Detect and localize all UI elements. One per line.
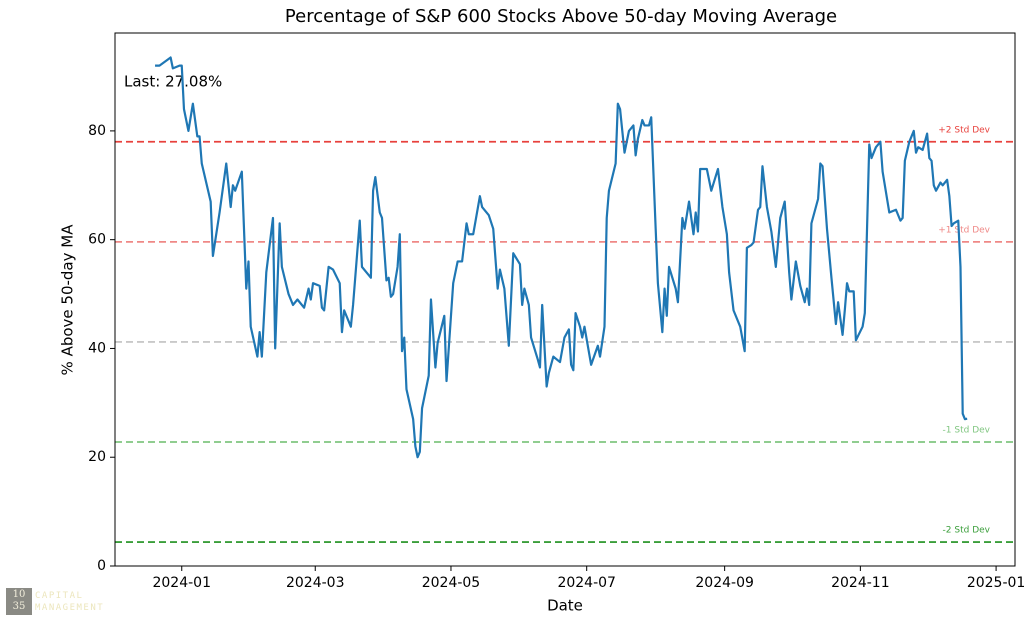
- logo-mark: 10 35: [6, 588, 32, 615]
- reference-label: +2 Std Dev: [938, 125, 990, 135]
- logo-text: CAPITAL MANAGEMENT: [35, 590, 104, 614]
- reference-label: -2 Std Dev: [943, 526, 991, 536]
- logo: 10 35 CAPITAL MANAGEMENT: [6, 588, 104, 615]
- x-tick-label: 2024-09: [695, 575, 754, 591]
- reference-label: +1 Std Dev: [938, 225, 990, 235]
- logo-number: 35: [12, 601, 26, 612]
- x-tick-label: 2024-11: [831, 575, 890, 591]
- x-tick-label: 2024-05: [422, 575, 481, 591]
- x-tick-label: 2024-07: [557, 575, 616, 591]
- logo-word: MANAGEMENT: [35, 602, 105, 613]
- logo-number: 10: [12, 589, 26, 600]
- y-tick-label: 20: [88, 449, 106, 465]
- reference-label: -1 Std Dev: [943, 425, 991, 435]
- x-axis-label: Date: [547, 597, 583, 615]
- x-tick-label: 2024-01: [152, 575, 211, 591]
- chart-title: Percentage of S&P 600 Stocks Above 50-da…: [285, 6, 837, 27]
- annotation: Last: 27.08%: [124, 73, 222, 91]
- x-tick-label: 2024-03: [286, 575, 345, 591]
- logo-word: CAPITAL: [35, 590, 84, 601]
- y-tick-label: 0: [97, 558, 106, 574]
- y-tick-label: 40: [88, 340, 106, 356]
- y-tick-label: 60: [88, 232, 106, 248]
- y-axis-label: % Above 50-day MA: [59, 224, 77, 376]
- plot-frame: [114, 32, 1016, 567]
- data-line: [155, 56, 968, 459]
- x-tick-label: 2025-01: [967, 575, 1026, 591]
- y-tick-label: 80: [88, 123, 106, 139]
